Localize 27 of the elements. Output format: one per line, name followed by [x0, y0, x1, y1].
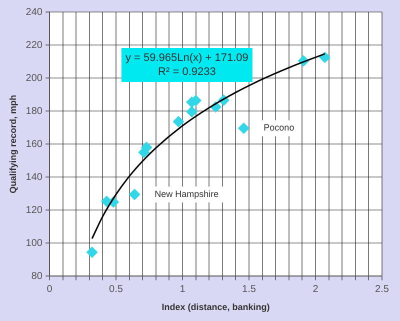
- point: [86, 246, 98, 258]
- y-tick-label: 200: [26, 72, 43, 84]
- point: [238, 122, 250, 134]
- y-tick-label: 180: [26, 106, 43, 117]
- x-tick-label: 2: [312, 284, 319, 295]
- annotation: R² = 0.9233: [158, 66, 216, 78]
- x-tick-label: 1: [180, 284, 186, 295]
- x-axis-title: Index (distance, banking): [162, 302, 270, 312]
- x-tick-label: 0: [46, 284, 53, 295]
- y-tick-label: 240: [26, 6, 43, 18]
- y-tick-label: 120: [26, 204, 43, 216]
- y-tick-label: 220: [26, 40, 43, 51]
- x-tick-label: 1.5: [242, 284, 256, 295]
- point: [319, 52, 331, 64]
- y-tick-label: 100: [26, 238, 43, 249]
- point: [186, 106, 198, 118]
- annotation: New Hampshire: [154, 188, 219, 199]
- point: [172, 116, 184, 128]
- annotation: y = 59.965Ln(x) + 171.09: [125, 52, 248, 64]
- y-tick-label: 80: [31, 270, 43, 282]
- x-tick-label: 2.5: [375, 284, 390, 295]
- x-tick-label: 0.5: [109, 284, 124, 295]
- y-tick-label: 160: [26, 138, 43, 150]
- point: [128, 188, 140, 200]
- y-tick-label: 140: [26, 172, 43, 183]
- annotation: Pocono: [264, 122, 294, 133]
- y-axis-title: Qualifying record, mph: [8, 94, 18, 194]
